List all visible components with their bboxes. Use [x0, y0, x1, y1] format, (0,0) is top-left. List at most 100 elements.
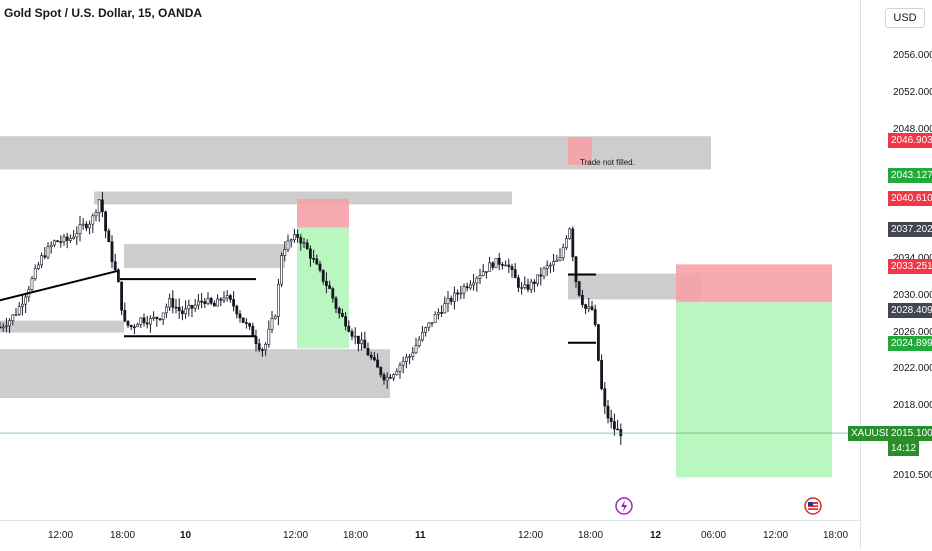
candle-body [481, 271, 485, 276]
candle-body [414, 345, 418, 354]
candle-body [257, 343, 261, 350]
time-axis[interactable] [0, 520, 860, 551]
red-zone-6 [297, 198, 349, 228]
candle-body [52, 240, 56, 246]
x-tick-label: 11 [415, 530, 426, 541]
candle-body [507, 264, 511, 267]
last-price-tag: 2015.100 [888, 426, 932, 442]
gray-zone-0 [0, 136, 711, 170]
candle-body [372, 357, 376, 361]
candle-body [612, 421, 616, 430]
candle-body [324, 281, 328, 286]
x-tick-label: 12:00 [48, 530, 74, 541]
candle-body [97, 199, 101, 213]
candle-body [545, 265, 549, 269]
candle-body [91, 215, 95, 225]
candle-body [200, 300, 204, 303]
candle-body [424, 327, 428, 333]
candle-body [443, 303, 447, 314]
candle-body [411, 352, 415, 357]
red-zone-8 [568, 137, 592, 165]
candle-body [264, 343, 268, 351]
candle-body [526, 284, 530, 290]
candle-body [616, 428, 620, 431]
candle-body [366, 347, 370, 356]
candle-body [315, 258, 319, 265]
candle-body [312, 258, 316, 260]
currency-selector[interactable]: USD [885, 8, 925, 28]
candle-body [139, 317, 143, 325]
green-zone-7 [297, 227, 349, 349]
candle-body [20, 303, 24, 307]
price-chart[interactable] [0, 0, 860, 520]
price-tag: 2046.903 [888, 132, 932, 148]
candle-body [484, 271, 488, 273]
candle-body [24, 296, 28, 305]
candle-body [142, 317, 146, 324]
y-tick-label: 2010.500 [893, 469, 932, 481]
candle-body [571, 228, 575, 258]
candle-body [516, 277, 520, 288]
candle-body [475, 277, 479, 284]
candle-body [165, 306, 168, 314]
candle-body [513, 269, 517, 279]
chart-title: Gold Spot / U.S. Dollar, 15, OANDA [4, 6, 203, 20]
candle-body [360, 339, 364, 344]
candle-body [488, 262, 492, 272]
price-tag: 2024.899 [888, 335, 932, 351]
candle-body [245, 322, 248, 324]
candle-body [385, 377, 389, 381]
candle-body [603, 388, 607, 407]
candle-body [251, 325, 255, 337]
candle-body [222, 297, 226, 301]
lightning-icon[interactable] [615, 497, 633, 515]
candle-body [280, 255, 284, 285]
candle-body [155, 316, 159, 319]
candle-body [62, 236, 66, 242]
x-tick-label: 06:00 [701, 530, 727, 541]
candle-body [110, 241, 114, 263]
price-tag: 2043.127 [888, 167, 932, 183]
candle-body [78, 224, 82, 234]
candle-body [75, 233, 79, 238]
candle-body [417, 339, 421, 346]
x-tick-label: 18:00 [823, 530, 849, 541]
candle-body [283, 249, 287, 256]
candle-body [292, 234, 296, 241]
price-axis[interactable] [860, 0, 932, 550]
candle-body [440, 312, 444, 314]
candle-body [510, 266, 514, 270]
candle-body [542, 268, 546, 277]
candle-body [587, 306, 591, 309]
candle-body [328, 285, 332, 289]
candle-body [107, 230, 111, 243]
candle-body [539, 274, 543, 277]
x-tick-label: 18:00 [578, 530, 604, 541]
y-tick-label: 2018.000 [893, 400, 932, 412]
drawn-line-0 [0, 269, 119, 302]
bar-countdown: 14:12 [888, 441, 920, 457]
candle-body [577, 281, 581, 296]
candle-body [113, 261, 117, 271]
candle-body [299, 237, 303, 244]
x-tick-label: 18:00 [110, 530, 136, 541]
candle-body [184, 308, 188, 315]
candle-body [270, 318, 274, 330]
candle-body [596, 324, 600, 361]
candle-body [619, 429, 623, 437]
candle-body [497, 257, 501, 265]
candle-body [260, 349, 264, 351]
candle-body [5, 325, 8, 328]
candle-body [395, 371, 399, 375]
candle-body [190, 305, 194, 309]
candle-body [449, 298, 453, 302]
candle-body [126, 320, 130, 326]
candle-body [430, 322, 434, 324]
y-tick-label: 2052.000 [893, 86, 932, 98]
candle-body [14, 313, 18, 316]
candle-body [350, 331, 354, 337]
candle-body [17, 306, 21, 315]
candle-body [289, 239, 293, 242]
price-tag: 2040.610 [888, 190, 932, 206]
us-flag-icon[interactable] [804, 497, 822, 515]
